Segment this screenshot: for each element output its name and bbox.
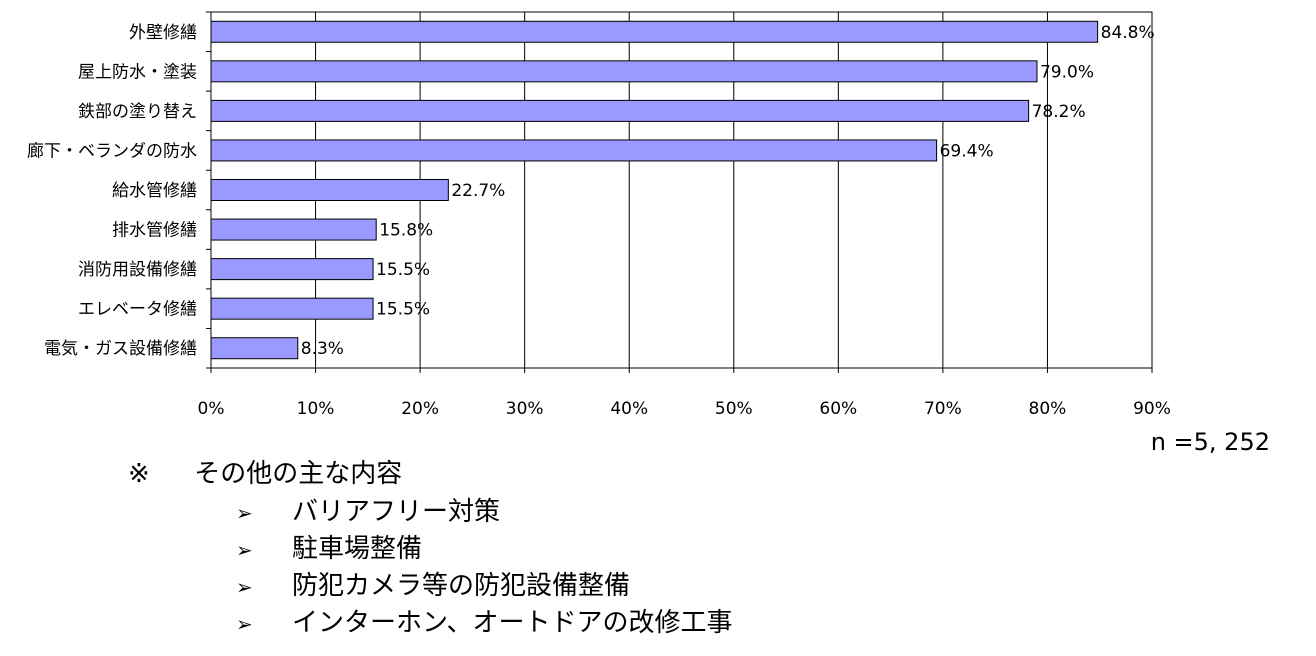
data-label: 84.8% [1101,23,1155,43]
notes-heading-row: ※ その他の主な内容 [128,454,732,494]
notes-item-text: インターホン、オートドアの改修工事 [292,608,733,638]
x-tick-labels: 0% 10% 20% 30% 40% 50% 60% 70% 80% 90% [198,399,1171,419]
x-tick-label: 70% [924,399,962,419]
data-label: 15.8% [379,221,433,241]
arrow-bullet-icon: ➢ [236,501,253,525]
category-label: 屋上防水・塗装 [78,61,197,82]
x-tick-label: 40% [610,399,648,419]
category-labels: 外壁修繕屋上防水・塗装鉄部の塗り替え廊下・ベランダの防水給水管修繕排水管修繕消防… [27,23,197,359]
arrow-bullet-icon: ➢ [236,575,253,599]
data-label: 79.0% [1040,62,1094,82]
data-label: 22.7% [451,181,505,201]
x-tick-label: 0% [198,399,225,419]
category-label: 排水管修繕 [112,221,197,241]
x-tick-label: 60% [819,399,857,419]
x-tick-label: 20% [401,399,439,419]
notes-item-text: 防犯カメラ等の防犯設備整備 [292,571,631,601]
bar [210,60,1038,83]
data-label: 78.2% [1032,102,1086,122]
x-tick-label: 10% [297,399,335,419]
bar-chart: 外壁修繕屋上防水・塗装鉄部の塗り替え廊下・ベランダの防水給水管修繕排水管修繕消防… [27,11,1171,419]
x-tick-label: 30% [506,399,544,419]
arrow-bullet-icon: ➢ [236,538,253,562]
bar [210,179,449,201]
bar [210,139,938,162]
data-label: 15.5% [376,300,430,320]
notes-item-text: バリアフリー対策 [292,497,501,527]
notes-item: ➢ バリアフリー対策 [236,494,732,531]
bar [210,337,299,360]
bars [210,20,1099,360]
notes-list: ➢ バリアフリー対策 ➢ 駐車場整備 ➢ 防犯カメラ等の防犯設備整備 ➢ インターホン、… [128,494,732,642]
sample-size-label: n =5, 252 [1150,428,1270,456]
category-label: 電気・ガス設備修繕 [44,339,197,359]
x-tick-label: 50% [715,399,753,419]
notes-item-text: 駐車場整備 [292,534,423,564]
data-label: 8.3% [301,339,344,359]
notes-item: ➢ 駐車場整備 [236,531,732,568]
category-label: 消防用設備修繕 [78,260,197,280]
category-label: エレベータ修繕 [78,300,197,320]
category-label: 外壁修繕 [129,23,197,43]
value-labels: 84.8% 79.0% 78.2% 69.4% 22.7% 15.8% 15.5% 15.5%… [301,23,1155,359]
x-tick-label: 90% [1133,399,1171,419]
notes-item: ➢ 防犯カメラ等の防犯設備整備 [236,568,732,605]
bar [210,218,377,241]
arrow-bullet-icon: ➢ [236,612,253,636]
data-label: 69.4% [940,141,994,161]
reference-mark: ※ [128,459,150,489]
category-label: 廊下・ベランダの防水 [27,141,197,161]
notes-heading: その他の主な内容 [194,459,403,489]
bar [210,258,374,281]
category-label: 給水管修繕 [112,181,197,201]
notes-section: ※ その他の主な内容 ➢ バリアフリー対策 ➢ 駐車場整備 ➢ 防犯カメラ等の防犯設備… [128,454,732,642]
bar [210,99,1030,122]
x-tick-label: 80% [1029,399,1067,419]
notes-item: ➢ インターホン、オートドアの改修工事 [236,605,732,642]
bar [210,297,374,320]
category-label: 鉄部の塗り替え [78,101,197,122]
bar [210,20,1099,43]
data-label: 15.5% [376,260,430,280]
